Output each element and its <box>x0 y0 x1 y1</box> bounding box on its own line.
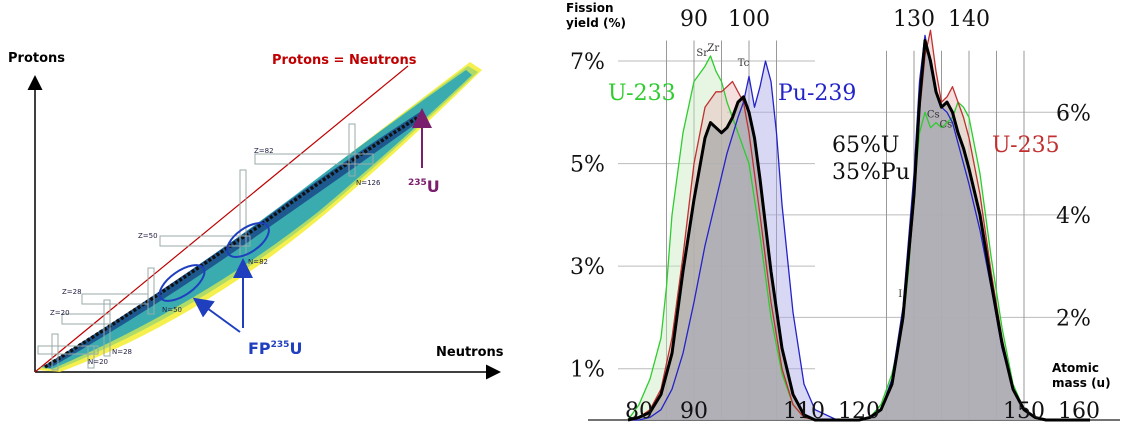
series-area-3 <box>628 40 1090 420</box>
magic-box-n20b <box>87 345 95 369</box>
x-axis-label-line2: mass (u) <box>1052 376 1111 390</box>
magic-box-z28 <box>81 293 149 305</box>
element-mark-0: Sr <box>696 48 708 59</box>
label-z50: Z=50 <box>138 232 158 240</box>
label-n28: N=28 <box>112 348 132 356</box>
label-z20: Z=20 <box>50 309 70 317</box>
fp-arrow-light <box>192 297 241 333</box>
fission-yield-chart: 7% 5% 3% 1% 6% 4% 2% 90 100 130 140 80 90 110 120 150 16… <box>566 1 1120 424</box>
n-equals-z-label: Protons = Neutrons <box>272 53 417 68</box>
top-tick-90: 90 <box>680 7 708 32</box>
bottom-tick-110: 110 <box>783 399 825 424</box>
tick-labels: 7% 5% 3% 1% 6% 4% 2% 90 100 130 140 80 90 110 120 150 16… <box>570 7 1100 424</box>
magic-box-n126 <box>348 123 356 177</box>
element-mark-1: Zr <box>707 43 719 54</box>
top-tick-100: 100 <box>728 7 770 32</box>
ytick-right-4: 4% <box>1056 204 1091 229</box>
fission-yield-panel: 7% 5% 3% 1% 6% 4% 2% 90 100 130 140 80 90 110 120 150 16… <box>560 0 1125 430</box>
mix-label-line2: 35%Pu <box>832 160 910 185</box>
magic-box-z50 <box>159 235 251 247</box>
series-label-u235: U-235 <box>992 133 1060 158</box>
y-axis-label-line1: Fission <box>566 1 614 15</box>
ytick-left-7: 7% <box>570 50 605 75</box>
fp-light-ellipse <box>158 264 206 302</box>
magic-box-n50 <box>147 267 155 315</box>
ytick-right-2: 2% <box>1056 306 1091 331</box>
fp-heavy-ellipse <box>226 222 270 258</box>
series-line-3 <box>627 39 1090 422</box>
y-axis-label-line2: yield (%) <box>566 16 626 30</box>
element-mark-2: Tc <box>738 58 750 69</box>
bottom-tick-80: 80 <box>625 399 653 424</box>
label-n82: N=82 <box>248 258 268 266</box>
x-axis-label: Neutrons <box>436 345 504 360</box>
nuclide-chart: Protons Neutrons Protons = Neutrons Z=82… <box>8 51 504 380</box>
element-mark-4: Cs <box>940 120 953 131</box>
bottom-tick-150: 150 <box>1003 399 1045 424</box>
top-tick-140: 140 <box>948 7 990 32</box>
series-lines <box>627 29 1090 422</box>
label-n20: N=20 <box>88 358 108 366</box>
bottom-tick-90: 90 <box>680 399 708 424</box>
element-mark-5: I <box>898 289 902 300</box>
ytick-left-1: 1% <box>570 358 605 383</box>
series-label-pu239: Pu-239 <box>778 81 856 106</box>
ytick-left-3: 3% <box>570 255 605 280</box>
fp-label: FP235U <box>248 339 302 358</box>
band-teal <box>42 70 472 369</box>
bottom-tick-120: 120 <box>838 399 880 424</box>
series-fills <box>628 30 1090 421</box>
nuclide-chart-panel: Protons Neutrons Protons = Neutrons Z=82… <box>0 0 520 430</box>
magic-box-low <box>37 345 99 355</box>
n-equals-z-line <box>34 65 409 373</box>
x-axis-label-line1: Atomic <box>1052 361 1099 375</box>
top-tick-130: 130 <box>893 7 935 32</box>
mix-label-line1: 65%U <box>832 133 899 158</box>
label-n50: N=50 <box>162 306 182 314</box>
u235-label: 235U <box>408 177 440 196</box>
magic-box-n20 <box>51 333 59 371</box>
label-z28: Z=28 <box>62 288 82 296</box>
element-mark-3: Cs <box>927 109 940 120</box>
magic-box-z82 <box>254 153 374 165</box>
ytick-right-6: 6% <box>1056 101 1091 126</box>
series-line-0 <box>627 55 1090 421</box>
magic-box-n28 <box>103 299 111 357</box>
series-label-u233: U-233 <box>608 81 676 106</box>
y-axis-label: Protons <box>8 51 65 66</box>
label-z82: Z=82 <box>254 147 274 155</box>
bottom-tick-160: 160 <box>1058 399 1100 424</box>
ytick-left-5: 5% <box>570 153 605 178</box>
label-n126: N=126 <box>356 179 381 187</box>
